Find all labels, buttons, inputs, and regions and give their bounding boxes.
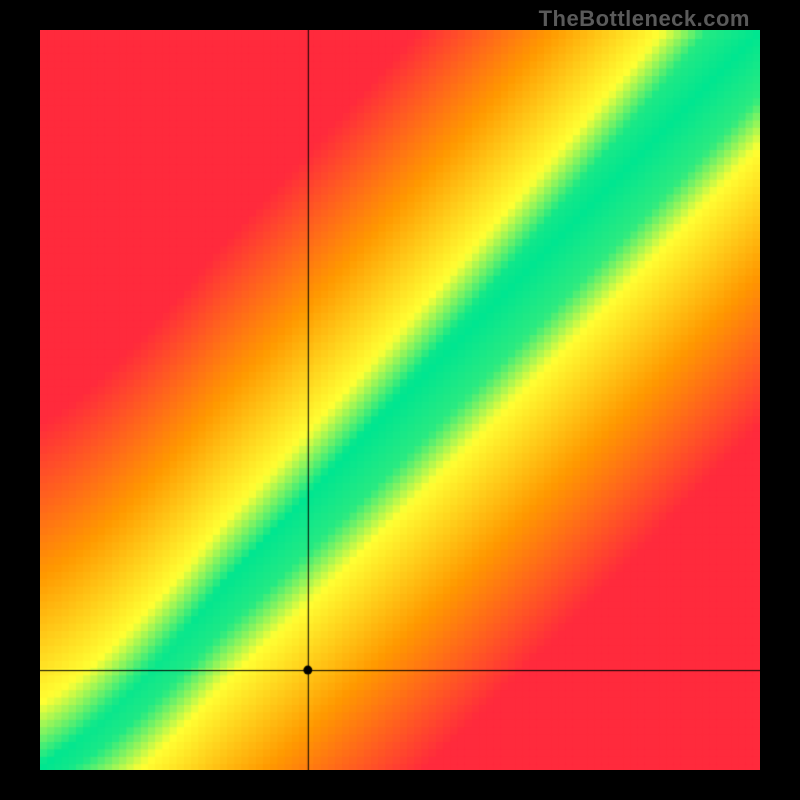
heatmap-canvas [40,30,760,770]
heatmap-plot [40,30,760,770]
watermark-text: TheBottleneck.com [539,6,750,32]
